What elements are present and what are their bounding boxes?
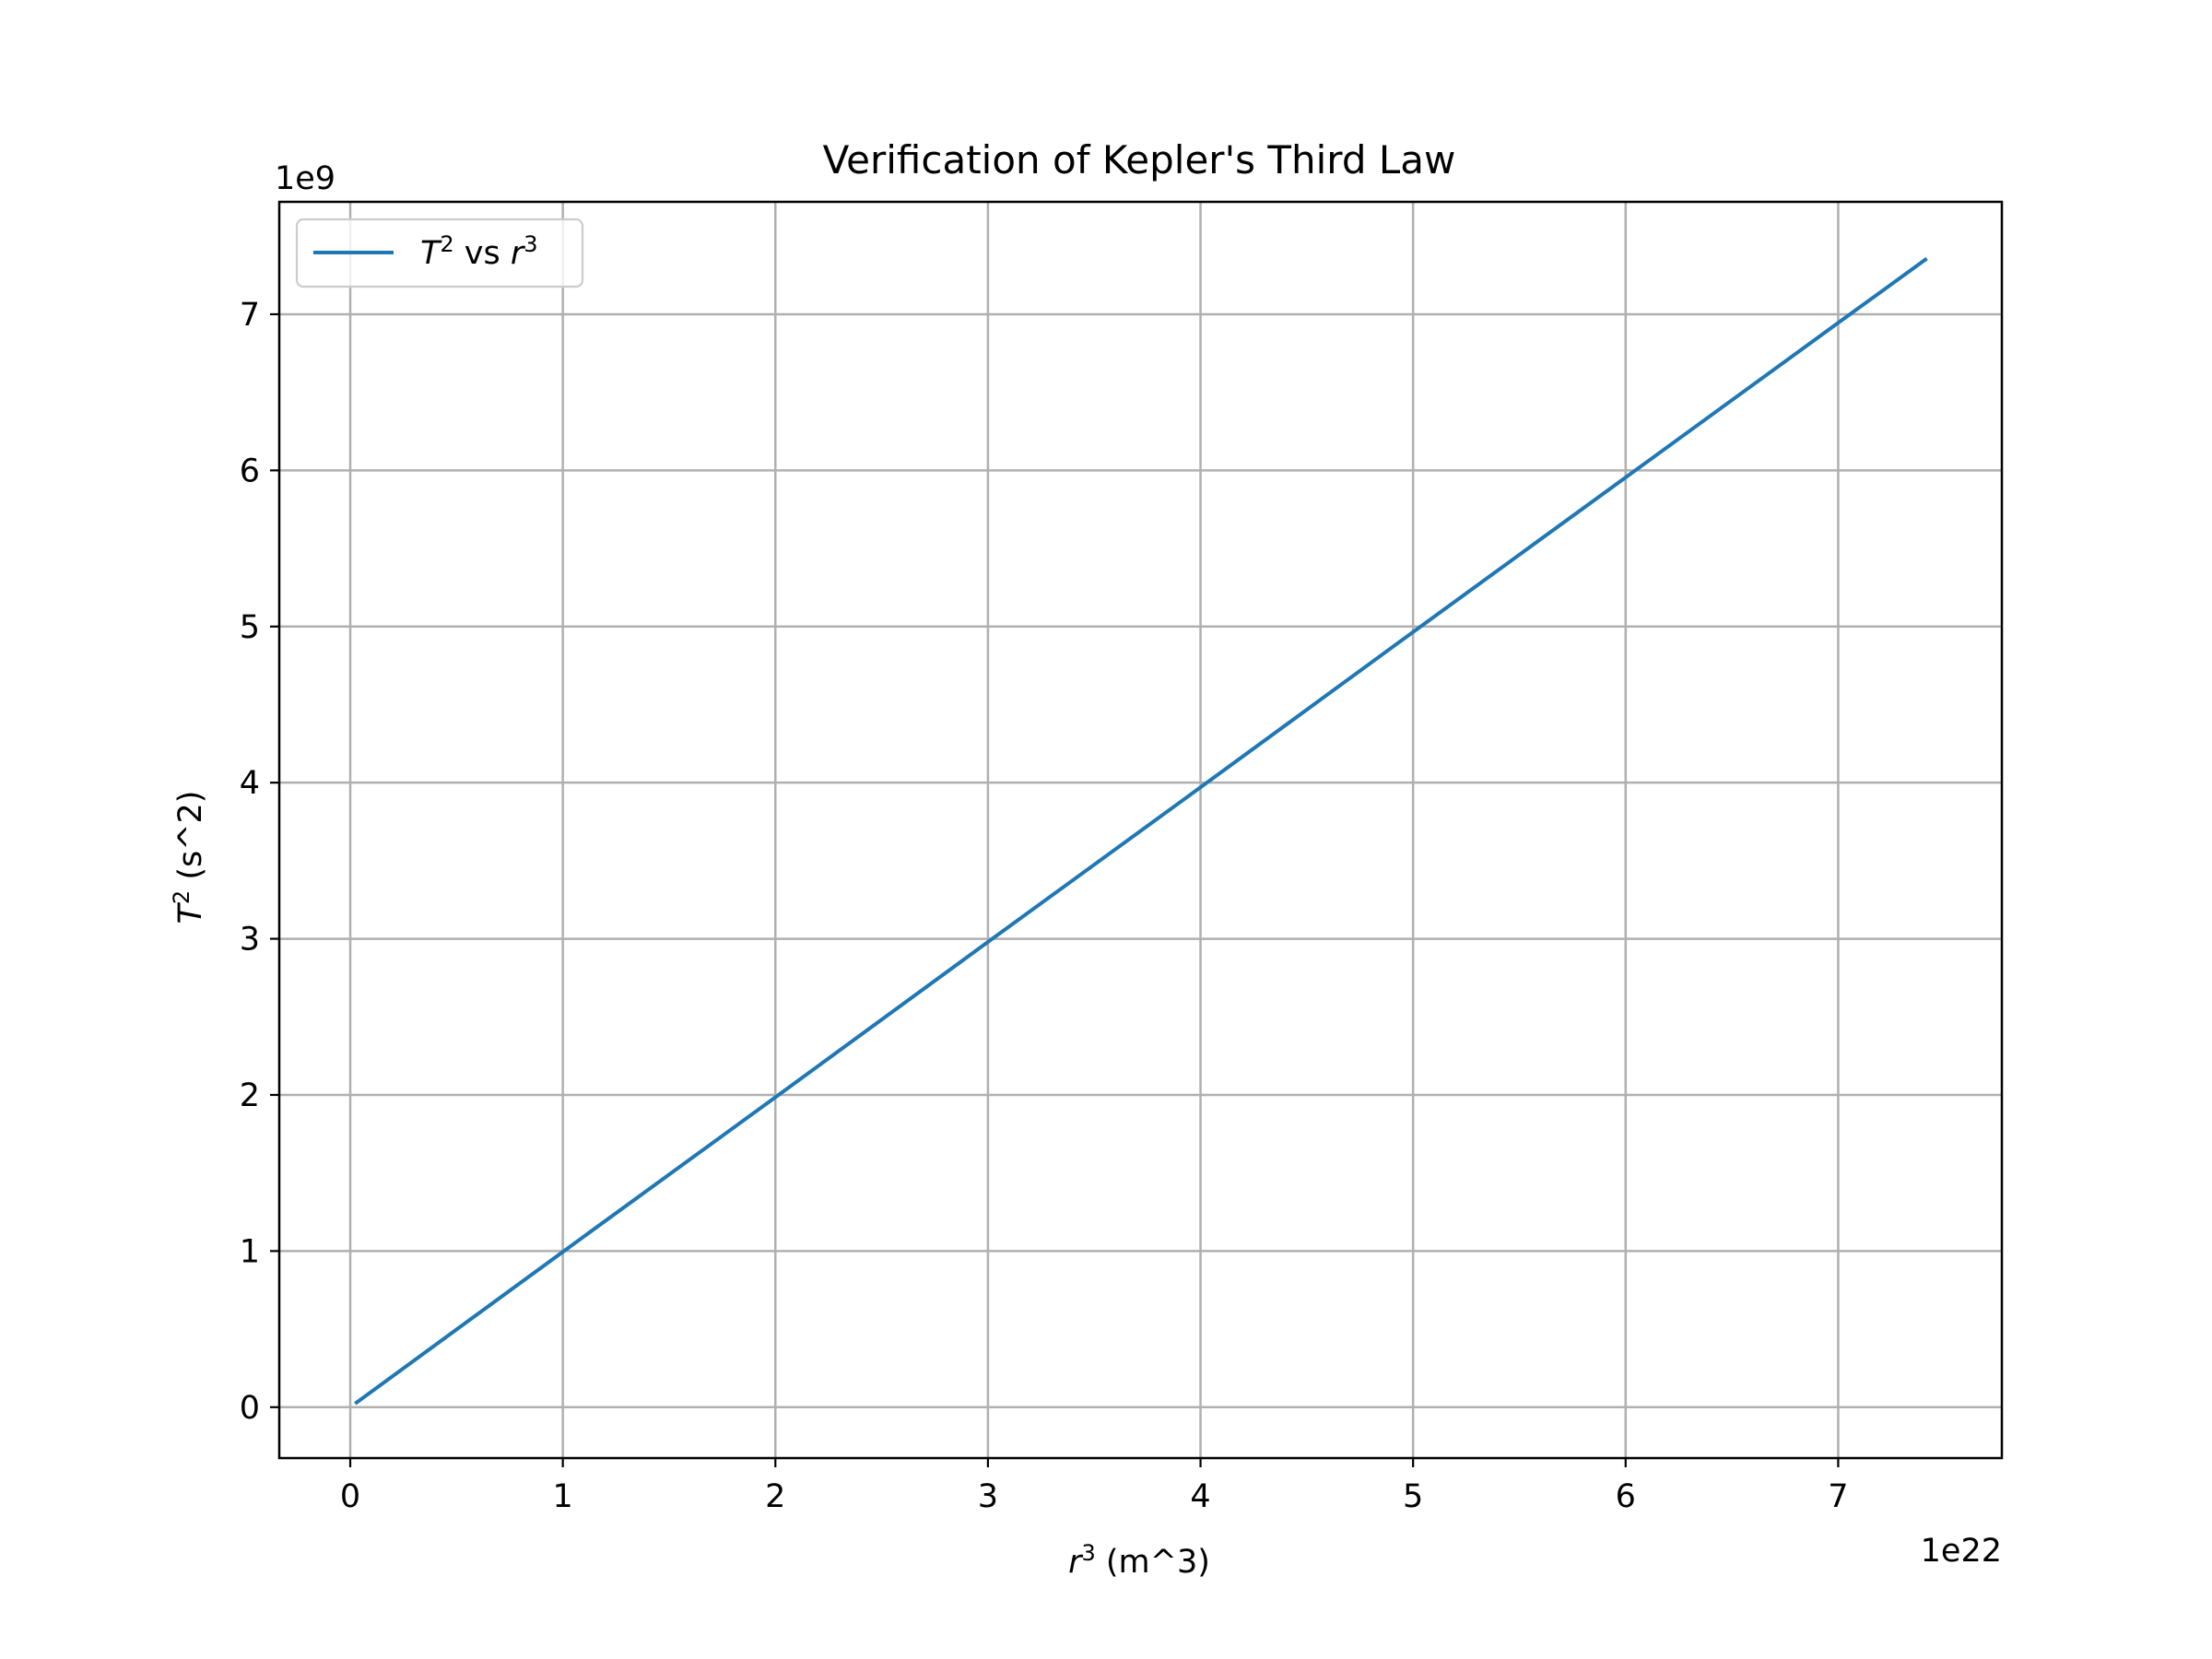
x-tick-label: 4 bbox=[1190, 1478, 1210, 1515]
y-axis-label-unit: (s^2) bbox=[172, 791, 209, 890]
x-tick-label: 3 bbox=[978, 1478, 998, 1515]
series-layer bbox=[354, 256, 1928, 1406]
y-axis-label-symbol: T bbox=[172, 901, 209, 924]
legend: T2 vs r3 bbox=[295, 218, 584, 288]
y-tick-label: 6 bbox=[240, 453, 260, 489]
legend-entry-text: vs bbox=[454, 235, 511, 272]
x-tick-label: 0 bbox=[340, 1478, 360, 1515]
x-axis-label-exponent: 3 bbox=[1081, 1540, 1095, 1566]
y-tick-label: 5 bbox=[240, 609, 260, 646]
legend-entry-label: T2 vs r3 bbox=[420, 231, 538, 272]
y-axis-ticks: 0 1 2 3 4 5 6 7 bbox=[240, 297, 279, 1427]
x-tick-label: 7 bbox=[1828, 1478, 1848, 1515]
y-tick-label: 3 bbox=[240, 922, 260, 959]
y-axis-offset-label: 1e9 bbox=[275, 160, 335, 197]
legend-entry-symbol: T bbox=[420, 235, 442, 272]
x-axis-label: r3 (m^3) bbox=[1068, 1540, 1210, 1581]
x-axis-ticks: 0 1 2 3 4 5 6 7 bbox=[340, 1458, 1849, 1515]
x-tick-label: 6 bbox=[1616, 1478, 1636, 1515]
y-tick-label: 0 bbox=[240, 1390, 260, 1427]
y-tick-label: 2 bbox=[240, 1077, 260, 1114]
x-axis-offset-label: 1e22 bbox=[1921, 1533, 2002, 1570]
x-axis-label-unit: (m^3) bbox=[1096, 1544, 1210, 1581]
y-tick-label: 1 bbox=[240, 1233, 260, 1270]
y-axis-label: T2 (s^2) bbox=[169, 791, 209, 924]
legend-entry-symbol-2: r bbox=[511, 235, 526, 272]
x-tick-label: 5 bbox=[1403, 1478, 1423, 1515]
legend-entry-exponent: 2 bbox=[440, 231, 453, 257]
x-axis-label-symbol: r bbox=[1068, 1544, 1084, 1581]
y-tick-label: 4 bbox=[240, 765, 260, 802]
plot-area-frame bbox=[277, 200, 2004, 1460]
x-tick-label: 1 bbox=[553, 1478, 573, 1515]
legend-box bbox=[295, 218, 584, 288]
series-line bbox=[354, 256, 1928, 1406]
y-tick-label: 7 bbox=[240, 297, 260, 334]
grid bbox=[279, 202, 2002, 1458]
y-axis-label-exponent: 2 bbox=[169, 890, 194, 904]
legend-entry-exponent-2: 3 bbox=[524, 231, 537, 257]
x-tick-label: 2 bbox=[765, 1478, 785, 1515]
chart-title: Verification of Kepler's Third Law bbox=[823, 137, 1456, 182]
